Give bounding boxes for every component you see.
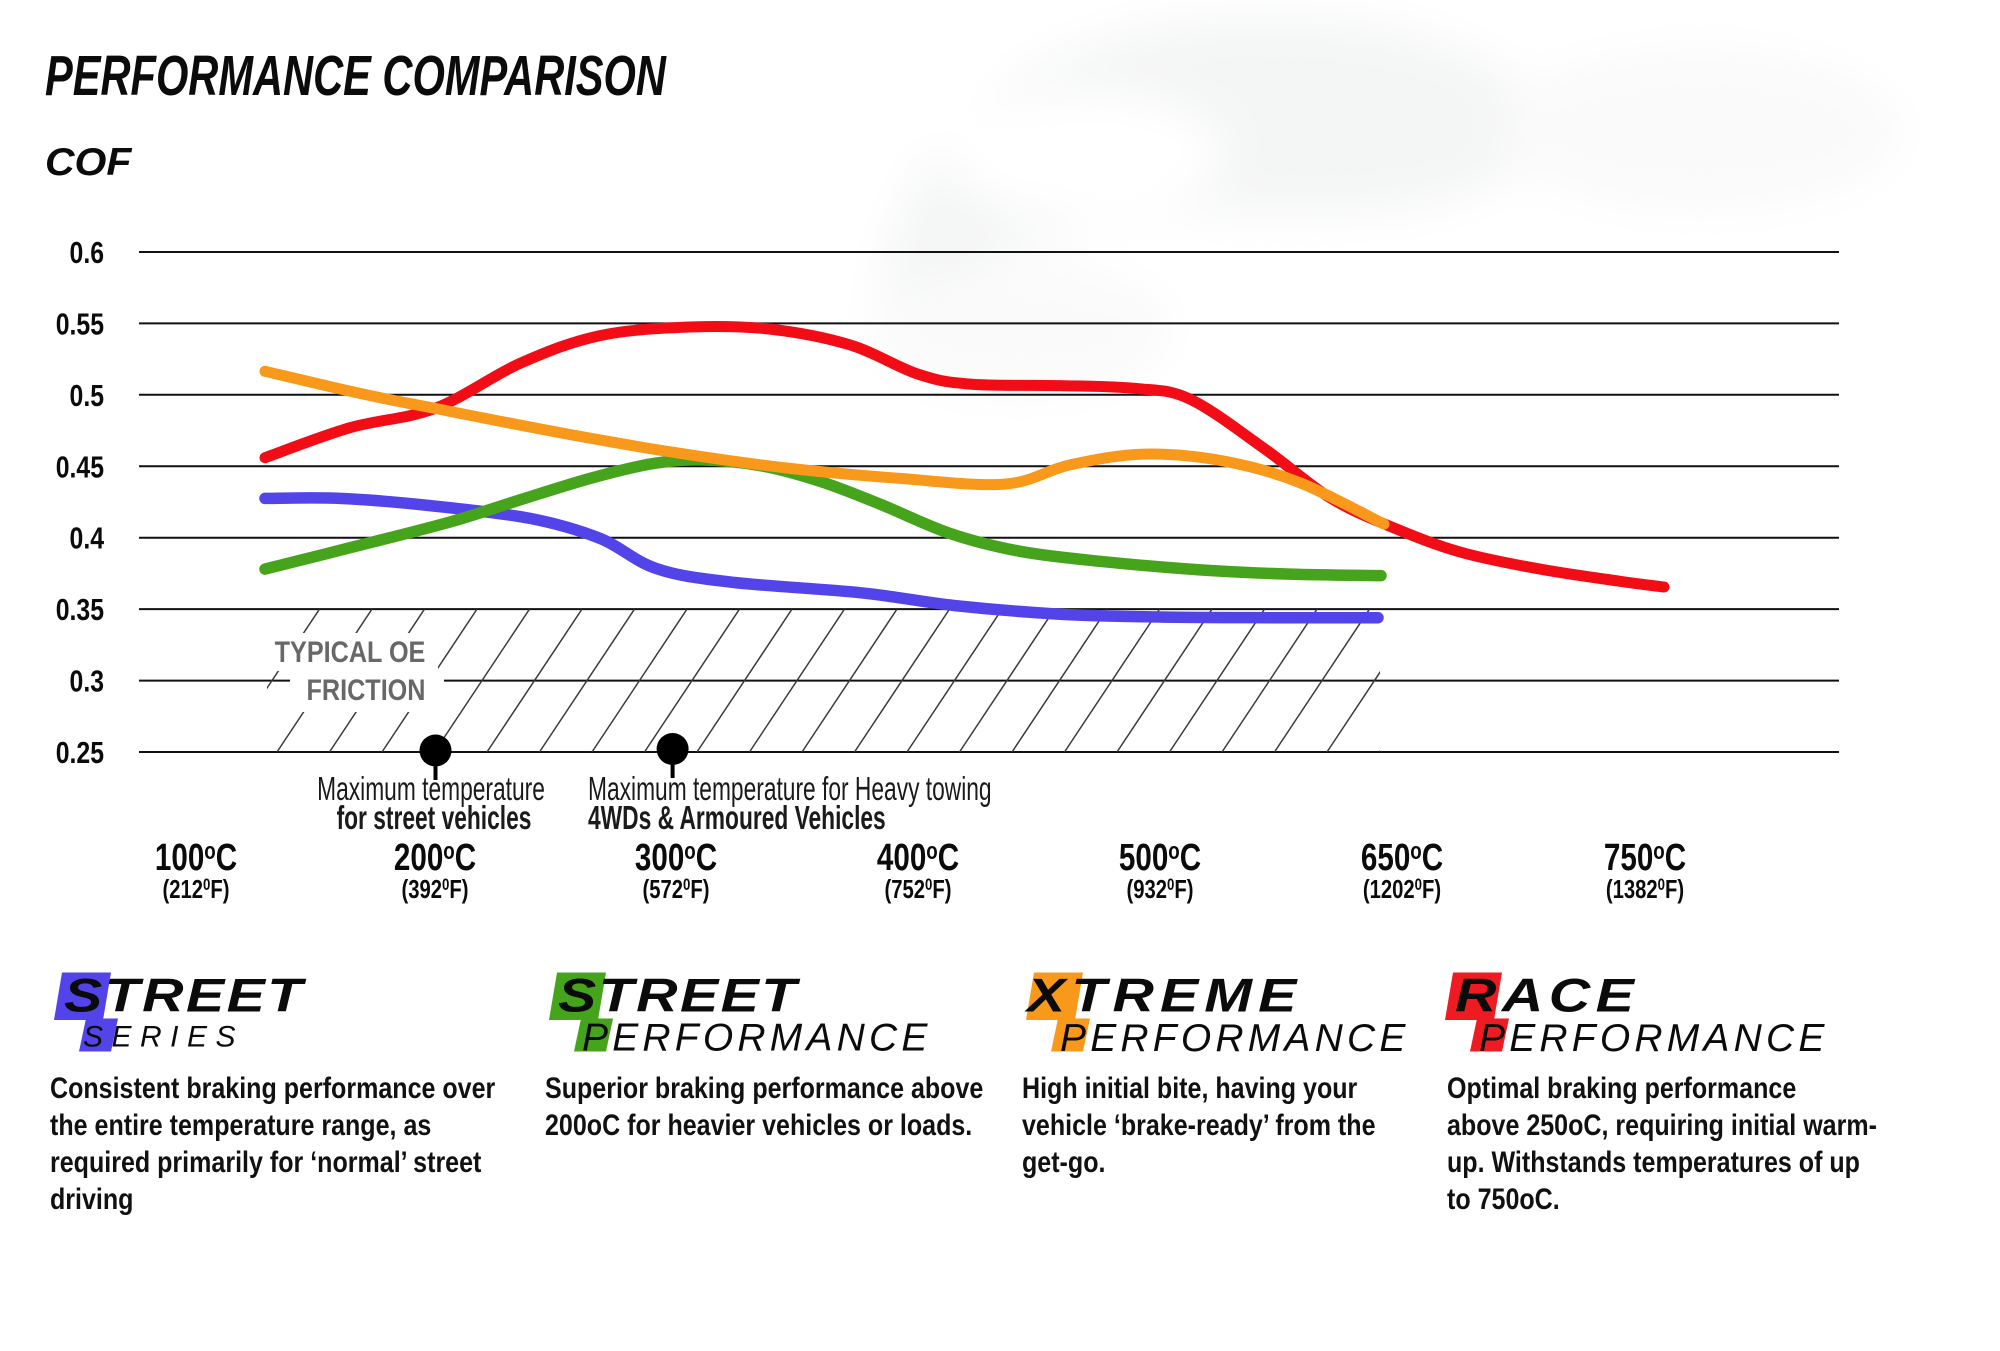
svg-text:Maximum temperature: Maximum temperature — [317, 771, 545, 808]
svg-text:FRICTION: FRICTION — [307, 673, 426, 707]
svg-text:above 250oC, requiring initial: above 250oC, requiring initial warm- — [1447, 1108, 1877, 1142]
svg-text:High initial bite, having your: High initial bite, having your — [1022, 1071, 1358, 1105]
svg-text:0.25: 0.25 — [56, 735, 104, 769]
svg-text:0.4: 0.4 — [70, 521, 105, 555]
svg-text:(9320F): (9320F) — [1126, 875, 1193, 904]
svg-text:TYPICAL OE: TYPICAL OE — [275, 635, 426, 669]
svg-text:to 750oC.: to 750oC. — [1447, 1182, 1560, 1216]
svg-text:Superior braking performance a: Superior braking performance above — [545, 1071, 983, 1105]
svg-text:Optimal braking performance: Optimal braking performance — [1447, 1071, 1796, 1105]
svg-text:(7520F): (7520F) — [884, 875, 951, 904]
svg-text:PERFORMANCE: PERFORMANCE — [582, 1017, 932, 1060]
svg-text:driving: driving — [50, 1182, 133, 1216]
svg-text:vehicle ‘brake-ready’ from the: vehicle ‘brake-ready’ from the — [1022, 1108, 1376, 1142]
svg-text:(3920F): (3920F) — [401, 875, 468, 904]
svg-text:100oC: 100oC — [155, 837, 237, 879]
svg-text:(13820F): (13820F) — [1606, 875, 1684, 904]
svg-text:0.3: 0.3 — [70, 664, 104, 698]
svg-text:0.35: 0.35 — [56, 592, 104, 626]
svg-text:400oC: 400oC — [877, 837, 959, 879]
svg-text:200oC: 200oC — [394, 837, 476, 879]
svg-text:Consistent braking performance: Consistent braking performance over — [50, 1071, 495, 1105]
svg-text:for street vehicles: for street vehicles — [337, 800, 532, 837]
svg-text:get-go.: get-go. — [1022, 1145, 1105, 1179]
svg-text:300oC: 300oC — [635, 837, 717, 879]
svg-text:4WDs & Armoured Vehicles: 4WDs & Armoured Vehicles — [588, 800, 886, 837]
svg-text:required primarily for ‘normal: required primarily for ‘normal’ street — [50, 1145, 481, 1179]
svg-text:RACE: RACE — [1455, 970, 1639, 1022]
svg-text:200oC for heavier vehicles or: 200oC for heavier vehicles or loads. — [545, 1108, 972, 1142]
svg-text:STREET: STREET — [558, 970, 801, 1022]
svg-text:Maximum temperature for Heavy: Maximum temperature for Heavy towing — [588, 771, 992, 808]
svg-text:0.6: 0.6 — [70, 235, 104, 269]
svg-text:PERFORMANCE: PERFORMANCE — [1479, 1017, 1829, 1060]
svg-text:STREET: STREET — [64, 970, 307, 1022]
svg-text:XTREME: XTREME — [1024, 970, 1303, 1022]
svg-text:0.5: 0.5 — [70, 378, 104, 412]
svg-text:(12020F): (12020F) — [1363, 875, 1441, 904]
svg-text:650oC: 650oC — [1361, 837, 1443, 879]
svg-text:500oC: 500oC — [1119, 837, 1201, 879]
svg-text:COF: COF — [45, 141, 133, 184]
svg-text:PERFORMANCE COMPARISON: PERFORMANCE COMPARISON — [45, 44, 667, 108]
svg-text:750oC: 750oC — [1604, 837, 1686, 879]
svg-text:(2120F): (2120F) — [162, 875, 229, 904]
svg-text:PERFORMANCE: PERFORMANCE — [1060, 1017, 1410, 1060]
svg-text:0.45: 0.45 — [56, 450, 104, 484]
svg-text:the entire temperature range,: the entire temperature range, as — [50, 1108, 431, 1142]
svg-text:SERIES: SERIES — [83, 1021, 244, 1054]
svg-text:up. Withstands temperatures of: up. Withstands temperatures of up — [1447, 1145, 1860, 1179]
svg-text:(5720F): (5720F) — [642, 875, 709, 904]
svg-text:0.55: 0.55 — [56, 307, 104, 341]
